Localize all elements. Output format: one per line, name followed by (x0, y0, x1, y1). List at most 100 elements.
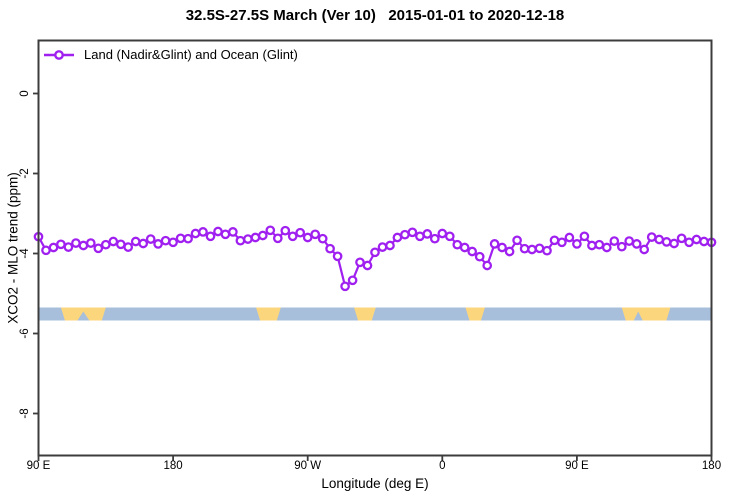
data-point (392, 232, 403, 243)
data-point (325, 243, 335, 254)
data-point (108, 236, 119, 247)
data-point (295, 227, 306, 238)
data-point (422, 229, 433, 239)
data-point (370, 247, 380, 258)
data-point (400, 229, 410, 240)
y-tick-label: -2 (19, 168, 31, 178)
x-tick-label: 180 (702, 460, 721, 472)
data-point (482, 260, 493, 271)
legend: Land (Nadir&Glint) and Ocean (Glint) (43, 47, 298, 62)
data-point (542, 245, 552, 256)
land-segment-notch (633, 311, 643, 321)
data-point (564, 232, 575, 243)
data-point (504, 246, 515, 257)
data-point (377, 242, 388, 252)
data-point (467, 246, 478, 257)
x-tick-label: 90 E (565, 460, 589, 472)
data-point (594, 239, 605, 250)
legend-label: Land (Nadir&Glint) and Ocean (Glint) (84, 47, 298, 62)
data-point (332, 251, 343, 262)
x-tick-label: 0 (439, 460, 445, 472)
data-point (624, 236, 635, 246)
data-point (243, 234, 253, 244)
land-segment (621, 307, 671, 321)
data-point (63, 242, 74, 252)
data-point (287, 231, 298, 242)
data-point (280, 225, 291, 236)
x-tick-label: 90 W (294, 460, 321, 472)
data-point (205, 231, 216, 242)
y-axis-title: XCO2 - MLO trend (ppm) (5, 172, 21, 324)
land-segment-notch (77, 311, 90, 321)
data-point (587, 240, 597, 251)
y-tick-label: -6 (19, 328, 31, 338)
data-point (220, 229, 231, 240)
legend-line-marker-icon (44, 49, 74, 60)
data-point (474, 251, 485, 262)
data-point (355, 257, 365, 268)
data-point (459, 242, 470, 253)
data-point (362, 260, 373, 271)
data-point (130, 236, 141, 247)
data-point (145, 234, 156, 244)
data-point (190, 228, 201, 239)
data-point (512, 235, 522, 246)
data-point (123, 242, 134, 252)
data-point (272, 233, 283, 244)
data-point (198, 227, 208, 237)
data-point (310, 229, 321, 240)
data-point (175, 233, 186, 244)
data-point (317, 233, 328, 244)
data-point (661, 237, 672, 247)
x-tick-label: 180 (164, 460, 183, 472)
data-point (444, 231, 455, 242)
chart-title: 32.5S-27.5S March (Ver 10) 2015-01-01 to… (185, 7, 565, 24)
data-point (497, 242, 507, 253)
x-axis-title: Longitude (deg E) (321, 476, 429, 491)
data-point (71, 238, 81, 248)
data-point (699, 236, 709, 247)
data-point (265, 225, 276, 236)
y-tick-label: -8 (19, 408, 31, 418)
data-point (572, 239, 582, 249)
data-point (48, 242, 59, 253)
y-tick-label: -4 (19, 248, 31, 259)
data-point (616, 241, 627, 252)
data-point (579, 231, 590, 242)
data-point (519, 243, 530, 254)
data-point (100, 239, 111, 250)
y-tick-label: 0 (19, 90, 31, 96)
data-point (527, 244, 537, 255)
data-point (168, 237, 178, 248)
data-point (160, 235, 171, 246)
ocean-band (38, 307, 712, 321)
data-point (534, 243, 545, 254)
data-point (407, 227, 418, 238)
data-point (489, 239, 500, 249)
data-point (601, 242, 612, 253)
land-segment (256, 307, 281, 321)
data-point (691, 234, 702, 245)
data-point (183, 233, 193, 244)
data-point (85, 238, 96, 248)
data-point (429, 233, 440, 244)
data-point (93, 243, 104, 254)
data-point (639, 244, 650, 255)
data-point (235, 235, 246, 246)
data-point (385, 240, 395, 251)
data-point (557, 237, 567, 248)
data-point (138, 238, 149, 249)
data-point (609, 236, 620, 246)
data-point (676, 233, 687, 244)
data-point (631, 239, 642, 249)
data-point (153, 239, 163, 249)
data-point (228, 227, 238, 237)
data-point (41, 245, 51, 256)
land-segment (354, 307, 376, 321)
data-point (257, 230, 268, 241)
data-point (646, 232, 657, 242)
data-point (56, 239, 66, 250)
land-segment (465, 307, 485, 321)
